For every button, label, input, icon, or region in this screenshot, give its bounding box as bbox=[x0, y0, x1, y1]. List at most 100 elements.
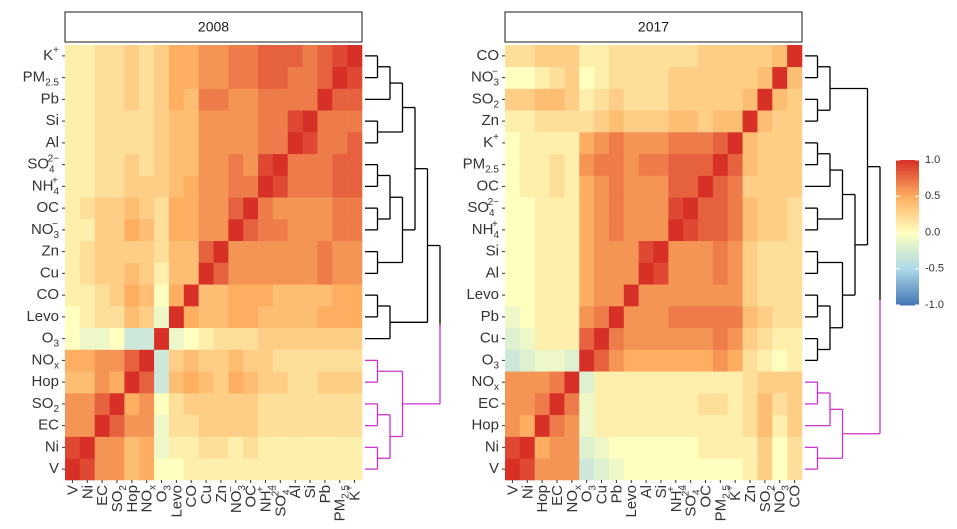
label-sub: 3 bbox=[493, 77, 499, 88]
x-tick-label: PM2.5 bbox=[712, 485, 732, 522]
heat-cell bbox=[505, 371, 521, 394]
x-tick-label: V bbox=[64, 485, 81, 495]
heat-cell bbox=[332, 88, 348, 111]
heat-cell bbox=[683, 175, 699, 198]
heat-cell bbox=[727, 45, 743, 68]
heat-cell bbox=[668, 110, 684, 133]
heat-cell bbox=[168, 262, 185, 285]
heat-cell bbox=[139, 219, 155, 242]
heat-cell bbox=[698, 197, 714, 220]
heat-cell bbox=[742, 284, 758, 307]
heat-cell bbox=[332, 414, 348, 437]
label-base: Si bbox=[486, 243, 499, 260]
label-sup: 2− bbox=[680, 485, 691, 497]
label-base: SO bbox=[472, 90, 494, 107]
heat-cell bbox=[668, 197, 684, 220]
heat-cell bbox=[347, 393, 363, 416]
heat-cell bbox=[757, 327, 773, 350]
heat-cell bbox=[653, 219, 669, 242]
heat-cell bbox=[772, 219, 788, 242]
heat-cell bbox=[519, 88, 535, 111]
label-base: PM bbox=[712, 499, 729, 522]
heat-cell bbox=[742, 66, 758, 89]
heat-cell bbox=[168, 349, 185, 372]
heat-cell bbox=[124, 262, 140, 285]
heat-cell bbox=[757, 66, 773, 89]
heat-cell bbox=[757, 458, 773, 481]
strip bbox=[504, 11, 803, 43]
heat-cell bbox=[272, 349, 289, 372]
colorbar-step bbox=[896, 232, 919, 236]
heat-cell bbox=[317, 66, 333, 89]
label-sub: 4 bbox=[493, 230, 499, 241]
heat-cell bbox=[683, 458, 699, 481]
heat-cell bbox=[668, 219, 684, 242]
colorbar-step bbox=[896, 184, 919, 188]
heat-cell bbox=[302, 88, 318, 111]
heat-cell bbox=[198, 327, 214, 350]
heat-cell bbox=[608, 240, 625, 263]
heat-cell bbox=[668, 436, 684, 459]
label-base: NO bbox=[31, 221, 54, 238]
x-tick-label: NO3− bbox=[769, 485, 791, 514]
heat-cell bbox=[757, 284, 773, 307]
heat-cell bbox=[109, 110, 125, 133]
heat-cell bbox=[347, 414, 363, 437]
heat-cell bbox=[564, 393, 580, 416]
heat-cell bbox=[317, 393, 333, 416]
heat-cell bbox=[594, 110, 610, 133]
heat-cell bbox=[258, 371, 274, 394]
heat-cell bbox=[94, 436, 110, 459]
x-tick-label: EC bbox=[94, 485, 111, 506]
label-base: SO bbox=[467, 199, 489, 216]
heat-cell bbox=[332, 306, 348, 329]
label-sub: 2 bbox=[766, 485, 777, 491]
colorbar-step bbox=[896, 283, 919, 287]
heat-cell bbox=[287, 153, 303, 176]
colorbar-step bbox=[896, 259, 919, 262]
heat-cell bbox=[787, 371, 803, 394]
heat-cell bbox=[757, 393, 773, 416]
heat-cell bbox=[347, 327, 363, 350]
heat-cell bbox=[683, 45, 699, 68]
heat-cell bbox=[258, 349, 274, 372]
label-sub: 4 bbox=[691, 489, 702, 495]
label-sup: 2− bbox=[48, 153, 60, 164]
label-sup: + bbox=[493, 132, 499, 143]
y-tick-label: Ni bbox=[485, 438, 499, 455]
x-tick-label: SO42− bbox=[270, 485, 292, 517]
x-tick-label: Ni bbox=[519, 485, 536, 499]
heat-cell bbox=[505, 306, 521, 329]
label-base: NO bbox=[228, 491, 245, 514]
label-base: NO bbox=[32, 351, 55, 368]
heat-cell bbox=[698, 393, 714, 416]
heat-cell bbox=[317, 219, 333, 242]
heat-cell bbox=[65, 110, 81, 133]
heat-cell bbox=[549, 284, 565, 307]
label-base: Hop bbox=[534, 485, 551, 513]
heat-cell bbox=[183, 349, 199, 372]
heat-cell bbox=[332, 349, 348, 372]
label-base: Si bbox=[302, 485, 319, 498]
label-base: Al bbox=[638, 485, 655, 498]
heat-cell bbox=[594, 45, 610, 68]
heat-cell bbox=[579, 306, 595, 329]
heat-cell bbox=[519, 110, 535, 133]
heat-cell bbox=[94, 240, 110, 263]
heat-cell bbox=[505, 88, 521, 111]
colorbar-step bbox=[896, 295, 919, 299]
heat-cell bbox=[534, 45, 550, 68]
heat-cell bbox=[519, 284, 535, 307]
heat-cell bbox=[608, 153, 625, 176]
heat-cell bbox=[505, 436, 521, 459]
heat-cell bbox=[638, 436, 654, 459]
heat-cell bbox=[94, 284, 110, 307]
colorbar-step bbox=[896, 167, 919, 171]
heat-cell bbox=[272, 66, 289, 89]
heat-cell bbox=[287, 327, 303, 350]
heat-cell bbox=[608, 88, 625, 111]
heat-cell bbox=[272, 284, 289, 307]
heat-cell bbox=[154, 306, 170, 329]
heat-cell bbox=[505, 153, 521, 176]
heat-cell bbox=[594, 175, 610, 198]
